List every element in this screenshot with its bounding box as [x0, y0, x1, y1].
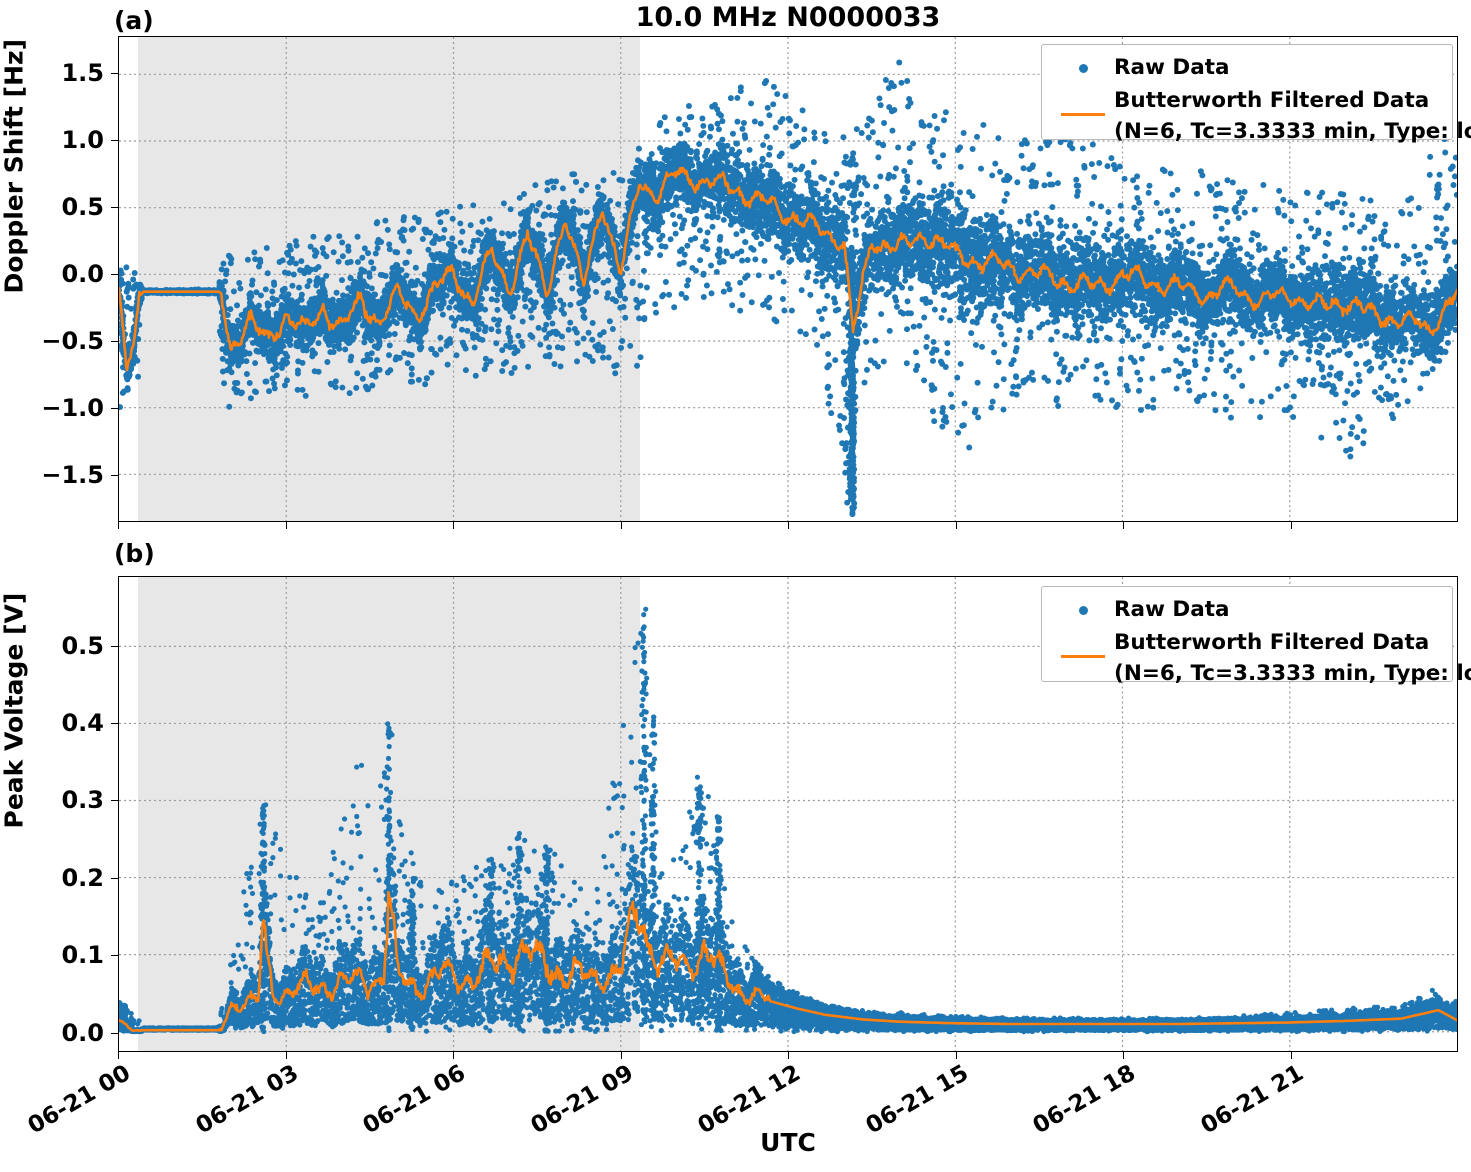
y-tick-mark — [111, 274, 118, 276]
y-tick-mark — [111, 341, 118, 343]
panel-b-tag: (b) — [114, 539, 155, 568]
legend-filtered-marker-a — [1052, 83, 1114, 145]
x-tick-mark — [955, 522, 957, 529]
y-tick-label: 1.0 — [0, 126, 104, 154]
y-tick-label: 0.3 — [0, 786, 104, 814]
legend-raw-marker-b — [1052, 595, 1114, 625]
y-tick-label: 0.1 — [0, 941, 104, 969]
legend-filtered-label-line1-b: Butterworth Filtered Data — [1114, 627, 1471, 658]
legend-markers-b — [1052, 595, 1114, 687]
legend-filtered-label-line2-b: (N=6, Tc=3.3333 min, Type: low) — [1114, 658, 1471, 689]
x-tick-mark — [620, 522, 622, 529]
x-tick-mark — [1290, 1052, 1292, 1059]
legend-markers-a — [1052, 53, 1114, 145]
legend-filtered-label-line1-a: Butterworth Filtered Data — [1114, 85, 1471, 116]
y-tick-mark — [111, 800, 118, 802]
y-tick-label: 0.0 — [0, 1019, 104, 1047]
legend-labels-b: Raw Data Butterworth Filtered Data (N=6,… — [1114, 595, 1471, 689]
x-axis-label: UTC — [118, 1128, 1458, 1157]
x-tick-mark — [118, 522, 119, 529]
y-tick-label: 1.5 — [0, 59, 104, 87]
x-tick-mark — [788, 1052, 789, 1059]
y-tick-mark — [111, 140, 118, 142]
y-tick-mark — [111, 475, 118, 477]
y-tick-mark — [111, 723, 118, 725]
y-tick-mark — [111, 408, 118, 410]
y-tick-label: −1.5 — [0, 461, 104, 489]
scatter-dot-icon — [1078, 63, 1088, 73]
y-tick-label: 0.4 — [0, 709, 104, 737]
legend-labels-a: Raw Data Butterworth Filtered Data (N=6,… — [1114, 53, 1471, 147]
y-tick-mark — [111, 1032, 118, 1034]
panel-b-plot-canvas — [119, 577, 1457, 1051]
y-tick-label: −1.0 — [0, 394, 104, 422]
x-tick-mark — [1123, 522, 1124, 529]
x-tick-mark — [955, 1052, 957, 1059]
line-segment-icon — [1061, 654, 1105, 658]
figure-title: 10.0 MHz N0000033 — [118, 2, 1458, 33]
y-tick-mark — [111, 955, 118, 957]
x-tick-label: 06-21 00 — [4, 1060, 135, 1151]
y-tick-mark — [111, 645, 118, 647]
x-tick-mark — [453, 1052, 454, 1059]
x-tick-mark — [788, 522, 789, 529]
y-tick-label: 0.0 — [0, 260, 104, 288]
y-tick-mark — [111, 877, 118, 879]
x-tick-mark — [620, 1052, 622, 1059]
legend-raw-label-a: Raw Data — [1114, 53, 1471, 83]
line-segment-icon — [1061, 112, 1105, 116]
y-tick-mark — [111, 207, 118, 209]
x-tick-mark — [1123, 1052, 1124, 1059]
legend-raw-label-b: Raw Data — [1114, 595, 1471, 625]
x-tick-mark — [285, 1052, 287, 1059]
panel-a-legend: Raw Data Butterworth Filtered Data (N=6,… — [1041, 44, 1471, 144]
y-tick-label: 0.2 — [0, 864, 104, 892]
x-tick-mark — [285, 522, 287, 529]
scatter-dot-icon — [1078, 605, 1088, 615]
y-tick-mark — [111, 73, 118, 75]
y-tick-label: 0.5 — [0, 632, 104, 660]
y-tick-label: −0.5 — [0, 327, 104, 355]
x-tick-mark — [1290, 522, 1292, 529]
x-tick-mark — [118, 1052, 119, 1059]
panel-a-tag: (a) — [114, 6, 154, 35]
legend-filtered-label-line2-a: (N=6, Tc=3.3333 min, Type: low) — [1114, 116, 1471, 147]
panel-a-plot-canvas — [119, 37, 1457, 521]
panel-b-legend: Raw Data Butterworth Filtered Data (N=6,… — [1041, 586, 1471, 686]
legend-filtered-marker-b — [1052, 625, 1114, 687]
x-tick-mark — [453, 522, 454, 529]
legend-raw-marker-a — [1052, 53, 1114, 83]
y-tick-label: 0.5 — [0, 193, 104, 221]
